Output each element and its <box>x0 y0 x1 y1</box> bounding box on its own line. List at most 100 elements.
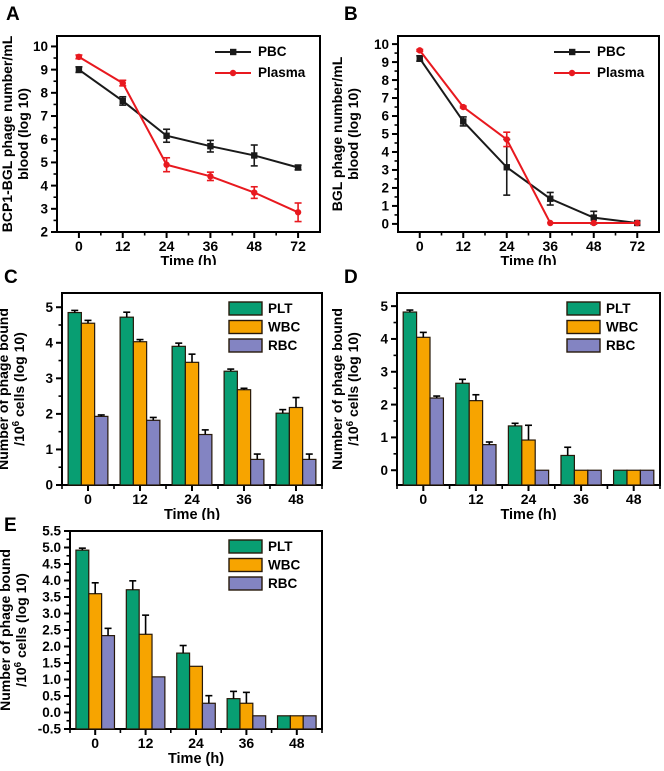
y-tick-label: 1 <box>380 430 388 445</box>
marker-circle <box>294 209 302 216</box>
legend: PLT WBC RBC <box>566 301 638 353</box>
y-tick-label: 7 <box>381 91 389 106</box>
marker-square <box>119 97 126 105</box>
y-axis-title: blood (log 10) <box>15 88 31 180</box>
y-tick-label: 7 <box>40 109 48 124</box>
y-tick-label: 3 <box>40 202 48 217</box>
legend-label: Plasma <box>597 65 645 80</box>
legend-swatch <box>228 576 263 591</box>
y-tick-label: 2 <box>40 225 48 240</box>
y-axis-title: /106 cells (log 10) <box>11 332 28 446</box>
legend-label: WBC <box>268 558 300 573</box>
marker-square <box>207 142 214 150</box>
x-tick-label: 0 <box>91 735 99 751</box>
legend-marker <box>569 48 576 56</box>
bar-chart-e: -0.5 0.00.5 1.01.5 2.02.5 3.03.5 4.04.5 5.05.5… <box>0 524 323 767</box>
y-axis-title: Number of phage bound <box>0 549 13 711</box>
y-tick-label: 3 <box>380 364 388 379</box>
bar-PLT <box>455 382 470 486</box>
x-tick-label: 0 <box>419 491 427 507</box>
bar-WBC <box>188 665 204 730</box>
y-tick-label: 9 <box>381 55 389 70</box>
bar-WBC <box>132 341 148 486</box>
marker-circle <box>163 161 170 168</box>
y-tick-label: 5 <box>381 127 389 142</box>
marker-circle <box>634 219 641 227</box>
marker-square <box>460 118 467 125</box>
bar-PLT <box>275 412 290 486</box>
y-tick-label: 4 <box>40 178 48 193</box>
y-tick-label: 4 <box>45 335 53 350</box>
marker-circle <box>207 173 214 180</box>
y-tick-label: 2.5 <box>42 623 61 638</box>
y-tick-label: 2 <box>381 181 389 196</box>
marker-square <box>163 132 170 139</box>
y-tick-label: 0 <box>380 463 388 478</box>
x-tick-label: 12 <box>115 238 131 254</box>
series-RBC <box>94 414 317 486</box>
legend-marker <box>229 69 237 77</box>
marker-square <box>503 164 510 171</box>
bar-RBC <box>201 702 216 730</box>
bar-PLT <box>276 715 291 730</box>
y-axis: 0 1 2 3 4 5 <box>380 299 397 478</box>
y-axis-title: BGL phage number/mL <box>330 56 345 211</box>
marker-circle <box>460 103 467 111</box>
y-axis: 0 1 2 3 4 5 <box>45 300 62 493</box>
x-tick-label: 36 <box>239 735 255 751</box>
series-PLT <box>67 309 290 486</box>
y-tick-label: 8 <box>381 73 389 88</box>
y-tick-label: 3.5 <box>42 590 61 605</box>
panel-letter-e: E <box>4 515 17 536</box>
bar-PLT <box>125 589 140 730</box>
y-axis-title: BCP1-BGL phage number/mL <box>0 35 15 232</box>
legend-swatch <box>566 301 601 316</box>
panel-letter-b: B <box>344 4 358 25</box>
bar-RBC <box>302 715 317 730</box>
x-axis: 0 12 24 36 48 <box>69 729 323 751</box>
bar-PLT <box>402 311 418 486</box>
x-tick-label: 36 <box>573 491 589 507</box>
marker-circle <box>416 47 423 54</box>
bar-RBC <box>101 635 116 730</box>
y-tick-label: 0.5 <box>42 689 61 704</box>
bar-RBC <box>94 415 109 486</box>
bar-RBC <box>534 469 550 486</box>
marker-circle <box>119 79 126 87</box>
x-tick-label: 24 <box>184 491 200 507</box>
bar-WBC <box>521 439 536 486</box>
y-tick-label: -0.5 <box>38 722 62 737</box>
y-axis: 0 1 2 3 4 5 6 7 8 9 10 <box>374 37 398 232</box>
line-chart-a: 2 3 4 5 6 7 8 9 10 BCP1-BGL phage number/mL blood … <box>0 35 321 265</box>
panel-letter-d: D <box>344 267 358 288</box>
x-tick-label: 48 <box>626 491 642 507</box>
marker-circle <box>251 189 258 196</box>
marker-square <box>251 152 258 159</box>
y-tick-label: 3.0 <box>42 606 61 621</box>
marker-square <box>590 214 597 221</box>
bar-WBC <box>415 336 431 486</box>
legend-label: PLT <box>268 539 293 554</box>
y-tick-label: 2.0 <box>42 639 61 654</box>
y-tick-label: 0.0 <box>42 705 61 720</box>
y-tick-label: 2 <box>45 407 53 422</box>
panel-c: C 0 1 2 3 4 5 Number of phage bound/106 cells … <box>0 265 332 520</box>
x-axis: 0 12 24 36 48 72 <box>75 232 306 254</box>
x-axis-title: Time (h) <box>164 507 220 520</box>
bar-RBC <box>252 715 267 730</box>
series-WBC <box>88 582 304 730</box>
bar-PLT <box>119 316 134 486</box>
bar-RBC <box>482 444 497 486</box>
y-tick-label: 5.5 <box>42 524 61 539</box>
bar-PLT <box>612 469 628 486</box>
x-tick-label: 0 <box>84 491 92 507</box>
y-tick-label: 8 <box>40 86 48 101</box>
y-axis-title: /106 cells (log 10) <box>345 332 362 446</box>
bar-PLT <box>560 454 575 486</box>
marker-square <box>294 164 302 171</box>
legend-swatch <box>228 301 263 316</box>
y-tick-label: 3 <box>45 371 53 386</box>
legend-marker <box>230 48 237 56</box>
y-tick-label: 0 <box>45 478 53 493</box>
